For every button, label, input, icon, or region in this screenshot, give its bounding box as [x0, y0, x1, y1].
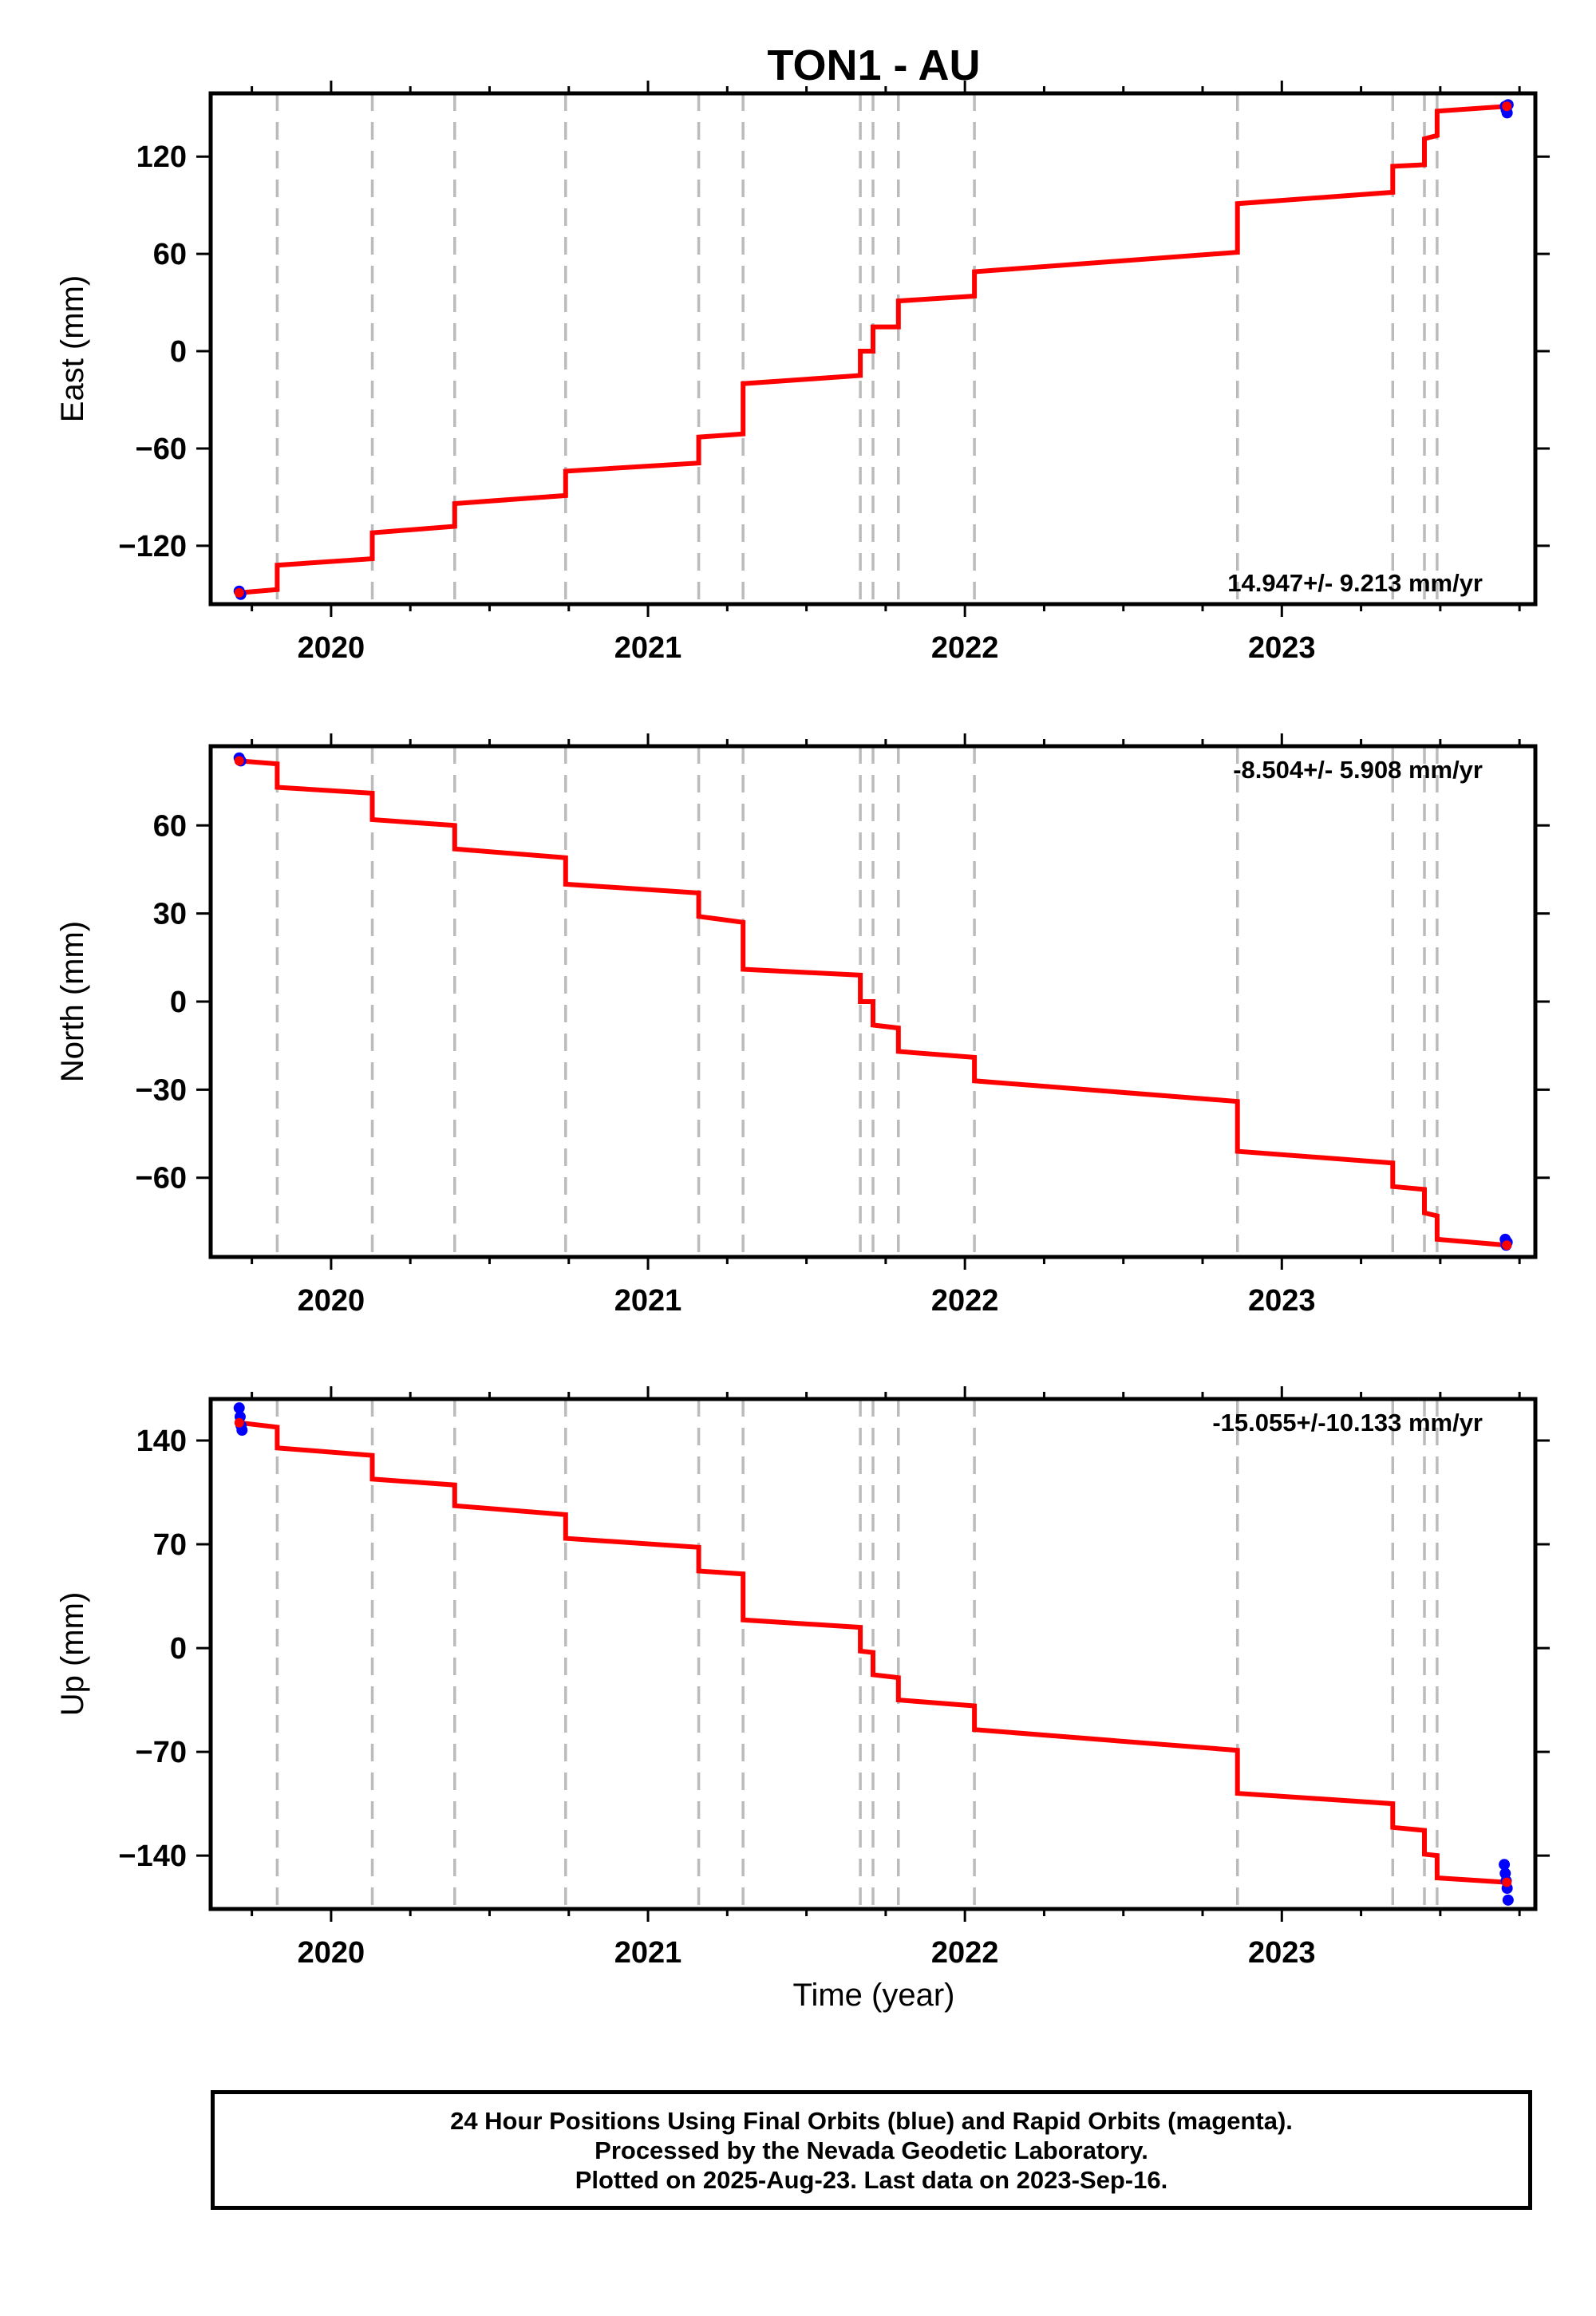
footer-line-2: Processed by the Nevada Geodetic Laborat… [595, 2136, 1148, 2164]
model-line [239, 104, 1507, 595]
y-axis-label: Up (mm) [55, 1592, 90, 1717]
y-tick-label: −70 [136, 1736, 187, 1769]
model-line [239, 1420, 1507, 1885]
y-tick-label: −60 [136, 1162, 187, 1196]
x-tick-label: 2020 [298, 631, 365, 665]
footer-line-3: Plotted on 2025-Aug-23. Last data on 202… [575, 2165, 1168, 2194]
footer-caption-box: 24 Hour Positions Using Final Orbits (bl… [211, 2090, 1532, 2210]
y-tick-label: 0 [170, 335, 187, 369]
y-tick-label: −60 [136, 433, 187, 466]
x-tick-label: 2022 [931, 631, 999, 665]
model-line [239, 758, 1507, 1248]
final-orbit-point [1499, 1859, 1511, 1871]
east-panel: 2020 2021 2022 2023 −120 −60 0 60 120 East (mm) 14… [55, 81, 1550, 665]
y-tick-label: −30 [136, 1073, 187, 1107]
x-tick-label: 2022 [931, 1936, 999, 1970]
x-tick-label: 2021 [614, 631, 682, 665]
y-tick-label: 0 [170, 986, 187, 1019]
chart-title: TON1 - AU [767, 41, 980, 89]
y-tick-label: 60 [153, 809, 187, 843]
x-tick-label: 2022 [931, 1284, 999, 1318]
model-start-point [234, 1417, 244, 1428]
x-tick-label: 2023 [1248, 1284, 1316, 1318]
velocity-annotation: -8.504+/- 5.908 mm/yr [1233, 756, 1483, 784]
y-tick-label: 70 [153, 1528, 187, 1562]
model-start-point [234, 756, 244, 766]
y-tick-label: 60 [153, 238, 187, 271]
plot-frame [208, 1397, 1538, 1911]
x-tick-label: 2023 [1248, 1936, 1316, 1970]
x-axis-label: Time (year) [793, 1978, 955, 2013]
x-tick-label: 2020 [298, 1936, 365, 1970]
y-tick-label: 0 [170, 1632, 187, 1666]
final-orbit-point [1502, 1894, 1514, 1906]
y-axis-label: East (mm) [55, 275, 90, 422]
y-tick-label: 30 [153, 898, 187, 931]
model-start-point [234, 587, 244, 598]
model-end-point [1502, 101, 1512, 112]
plot-frame [208, 91, 1538, 607]
footer-line-1: 24 Hour Positions Using Final Orbits (bl… [450, 2106, 1293, 2135]
y-tick-label: 120 [136, 140, 187, 174]
final-orbit-point [233, 1402, 245, 1414]
plot-frame [208, 744, 1538, 1259]
y-tick-label: −120 [118, 530, 187, 563]
y-tick-label: −140 [118, 1840, 187, 1873]
model-end-point [1502, 1240, 1512, 1251]
velocity-annotation: -15.055+/-10.133 mm/yr [1212, 1409, 1483, 1437]
x-tick-label: 2021 [614, 1936, 682, 1970]
x-tick-label: 2021 [614, 1284, 682, 1318]
north-panel: 2020 2021 2022 2023 −60 −30 0 30 60 North (mm) -8.… [55, 733, 1550, 1318]
model-end-point [1502, 1877, 1512, 1887]
x-tick-label: 2023 [1248, 631, 1316, 665]
y-tick-label: 140 [136, 1425, 187, 1458]
up-panel: 2020 2021 2022 2023 −140 −70 0 70 140 Up (mm) -15.… [55, 1386, 1550, 1970]
x-tick-label: 2020 [298, 1284, 365, 1318]
y-axis-label: North (mm) [55, 921, 90, 1082]
velocity-annotation: 14.947+/- 9.213 mm/yr [1227, 569, 1483, 597]
